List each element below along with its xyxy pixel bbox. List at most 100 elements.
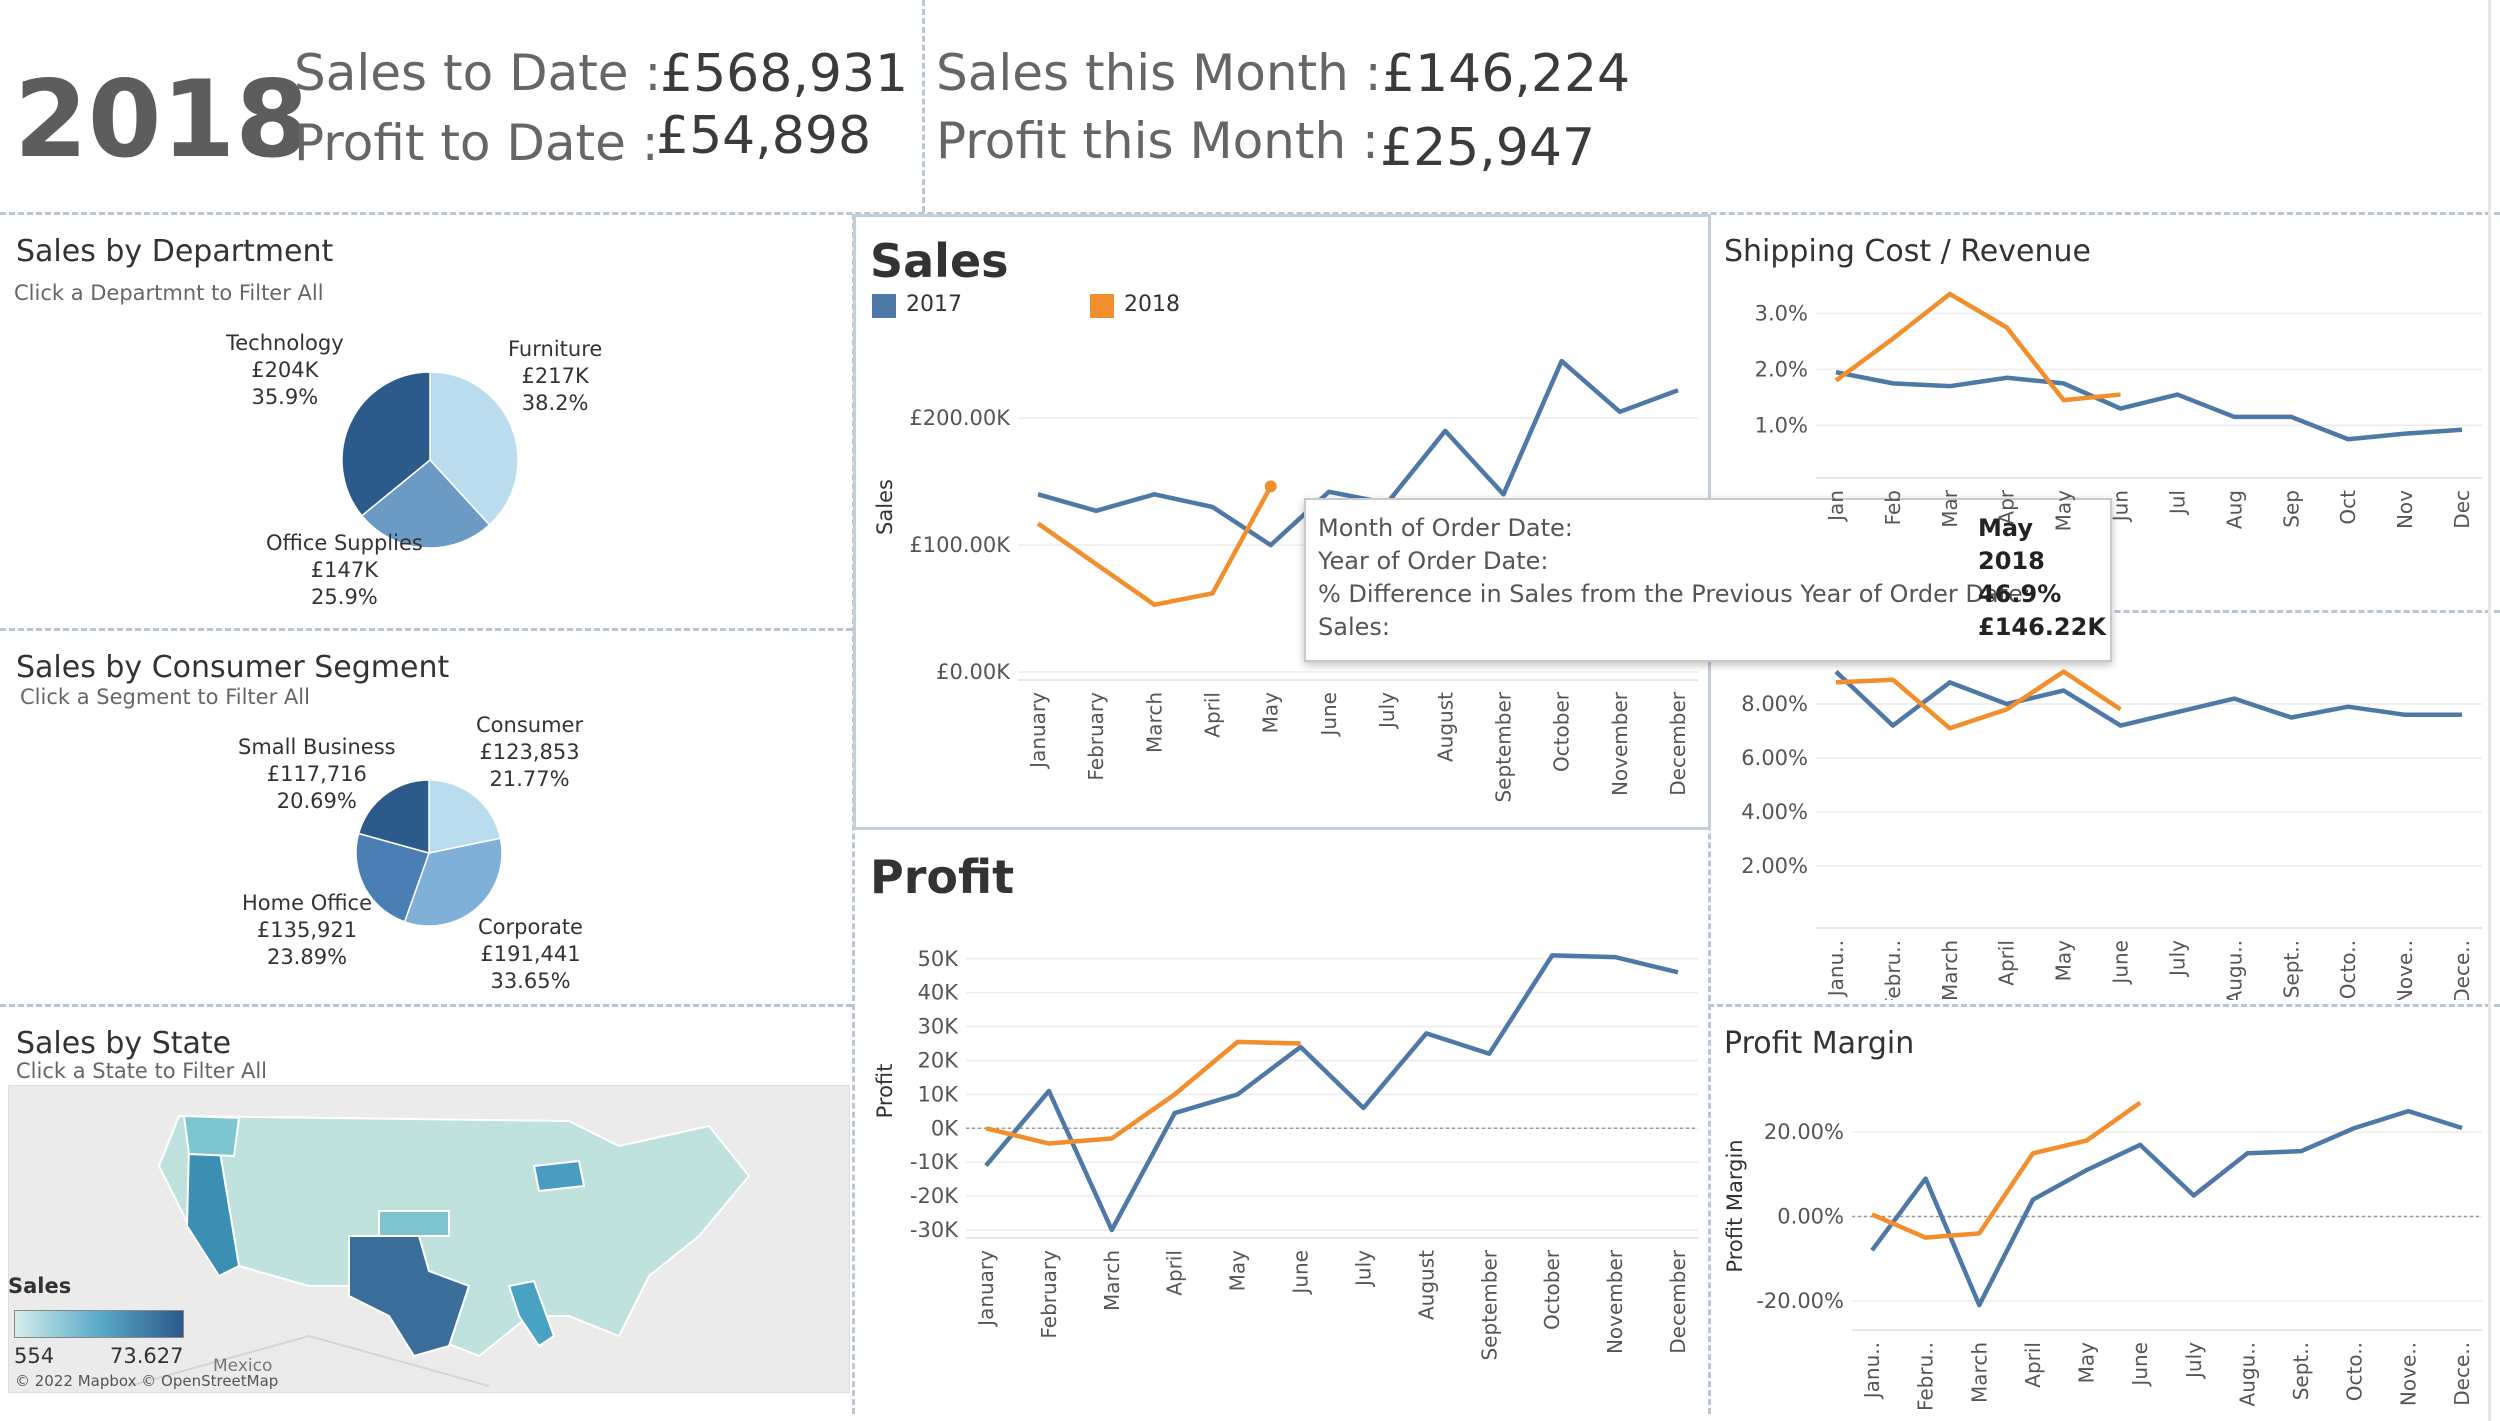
segment-label-home-office[interactable]: Home Office £135,921 23.89%: [242, 890, 372, 971]
shipping-chart-title: Shipping Cost / Revenue: [1724, 234, 2091, 269]
slice-pct: 35.9%: [251, 385, 319, 409]
state-map[interactable]: Mexico © 2022 Mapbox © OpenStreetMap: [8, 1085, 850, 1393]
series-line-2018[interactable]: [1871, 1100, 2142, 1240]
x-tick-label: February: [1037, 1250, 1061, 1339]
segment-subtitle: Click a Segment to Filter All: [20, 685, 310, 709]
state-florida[interactable]: [507, 1279, 556, 1348]
state-map-subtitle: Click a State to Filter All: [16, 1059, 267, 1083]
y-tick-label: 0K: [931, 1116, 959, 1140]
y-tick-label: -20.00%: [1756, 1289, 1844, 1313]
series-line-2017[interactable]: [1835, 369, 2463, 442]
x-tick-label: Nove..: [2396, 1342, 2420, 1406]
tooltip-label-difference: % Difference in Sales from the Previous …: [1318, 580, 2031, 608]
slice-pct: 23.89%: [266, 945, 348, 969]
slice-pct: 20.69%: [276, 789, 357, 813]
x-tick-label: Feb: [1881, 490, 1905, 525]
series-line-2017[interactable]: [984, 953, 1679, 1233]
map-legend-max: 73.627: [110, 1344, 184, 1368]
state-washington-oregon[interactable]: [182, 1114, 241, 1158]
shipping-cost-chart[interactable]: 1.0%2.0%3.0%Jan Feb Mar Apr May Jun Jul Aug Sep O…: [1712, 280, 2488, 608]
x-tick-label: June: [2128, 1342, 2152, 1388]
state-kansas[interactable]: [378, 1210, 450, 1237]
series-line-2018[interactable]: [1835, 669, 2122, 731]
segment-label-corporate[interactable]: Corporate £191,441 33.65%: [478, 914, 583, 995]
legend-label-2017[interactable]: 2017: [906, 292, 962, 317]
x-tick-label: Octo..: [2336, 940, 2360, 999]
profit-chart-title: Profit: [870, 850, 1015, 904]
sales-this-month-label: Sales this Month :: [936, 44, 1382, 102]
y-tick-label: 50K: [918, 947, 960, 971]
state-new-york[interactable]: [532, 1159, 586, 1193]
segment-slice-corporate[interactable]: [403, 837, 503, 927]
sales-to-date-value: £568,931: [660, 44, 909, 104]
profit-to-date-value: £54,898: [656, 106, 872, 166]
tooltip-value-year: 2018: [1978, 547, 2045, 575]
series-line-2017[interactable]: [1834, 669, 2462, 728]
x-tick-label: April: [1201, 692, 1225, 738]
tooltip-label-month: Month of Order Date:: [1318, 514, 1573, 542]
x-tick-label: January: [974, 1250, 998, 1328]
slice-amount: £217K: [521, 364, 589, 388]
scrollbar[interactable]: [2488, 0, 2491, 1421]
x-tick-label: December: [1666, 691, 1690, 795]
x-tick-label: January: [1026, 692, 1050, 770]
segment-pie-chart[interactable]: [354, 778, 504, 928]
x-tick-label: September: [1477, 1249, 1501, 1360]
slice-name: Office Supplies: [266, 531, 423, 555]
profit-margin-title: Profit Margin: [1724, 1026, 1915, 1061]
slice-amount: £135,921: [256, 918, 358, 942]
segment-slice-consumer[interactable]: [428, 779, 502, 854]
department-label-technology[interactable]: Technology £204K 35.9%: [226, 330, 344, 411]
tooltip-label-sales: Sales:: [1318, 613, 1390, 641]
x-tick-label: Dec: [2450, 490, 2474, 529]
divider: [0, 628, 852, 631]
slice-amount: £204K: [251, 358, 319, 382]
x-tick-label: Febru..: [1881, 940, 1905, 1000]
department-label-office-supplies[interactable]: Office Supplies £147K 25.9%: [266, 530, 423, 611]
us-map-graphic[interactable]: [9, 1086, 849, 1392]
percentage-line-chart[interactable]: 2.00% 4.00% 6.00% 8.00% Janu.. Febru.. March Ap…: [1712, 630, 2488, 1000]
x-tick-label: Nov: [2393, 490, 2417, 529]
x-tick-label: Jan: [1824, 490, 1848, 523]
department-label-furniture[interactable]: Furniture £217K 38.2%: [508, 336, 602, 417]
y-tick-label: 8.00%: [1741, 692, 1808, 716]
y-tick-label: -10K: [910, 1150, 959, 1174]
x-tick-label: Augu..: [2222, 940, 2246, 1000]
slice-amount: £147K: [310, 558, 379, 582]
profit-line-chart[interactable]: -30K -20K -10K 0K 10K 20K 30K 40K 50K January Febr…: [856, 930, 1706, 1370]
department-slice-office-supplies[interactable]: [360, 458, 491, 549]
map-attribution[interactable]: © 2022 Mapbox © OpenStreetMap: [15, 1372, 279, 1390]
tooltip-label-year: Year of Order Date:: [1318, 547, 1549, 575]
legend-label-2018[interactable]: 2018: [1124, 292, 1180, 317]
slice-pct: 25.9%: [311, 585, 378, 609]
divider: [922, 0, 925, 212]
x-tick-label: October: [1540, 1249, 1564, 1330]
series-line-2018[interactable]: [1036, 485, 1273, 607]
segment-slice-small-business[interactable]: [357, 779, 430, 854]
sales-line-chart[interactable]: £0.00K £100.00K £200.00K January February Mar…: [856, 320, 1706, 820]
department-pie-chart[interactable]: [340, 370, 520, 550]
border-line: [128, 1334, 490, 1387]
slice-amount: £191,441: [480, 942, 581, 966]
series-line-2018[interactable]: [1834, 291, 2121, 403]
series-line-2018[interactable]: [985, 1039, 1301, 1146]
x-tick-label: Jun: [2109, 490, 2133, 523]
segment-label-consumer[interactable]: Consumer £123,853 21.77%: [476, 712, 583, 793]
department-slice-technology[interactable]: [341, 371, 431, 517]
y-tick-label: 6.00%: [1741, 746, 1808, 770]
x-tick-label: August: [1433, 692, 1457, 762]
department-slice-furniture[interactable]: [429, 371, 519, 526]
series-line-2017[interactable]: [1037, 358, 1679, 548]
series-line-2017[interactable]: [1870, 1108, 2463, 1308]
highlighted-point[interactable]: [1264, 480, 1277, 493]
y-tick-label: 40K: [918, 981, 960, 1005]
profit-margin-chart[interactable]: -20.00% 0.00% 20.00% Janu.. Febru.. March Apri…: [1712, 1070, 2488, 1416]
x-tick-label: September: [1491, 691, 1515, 802]
y-axis-label: Sales: [873, 479, 897, 535]
segment-slice-home-office[interactable]: [355, 832, 430, 923]
y-tick-label: 0.00%: [1777, 1205, 1844, 1229]
x-tick-label: Mar: [1938, 489, 1962, 528]
state-texas[interactable]: [348, 1235, 471, 1358]
slice-name: Consumer: [476, 713, 584, 737]
segment-label-small-business[interactable]: Small Business £117,716 20.69%: [238, 734, 396, 815]
